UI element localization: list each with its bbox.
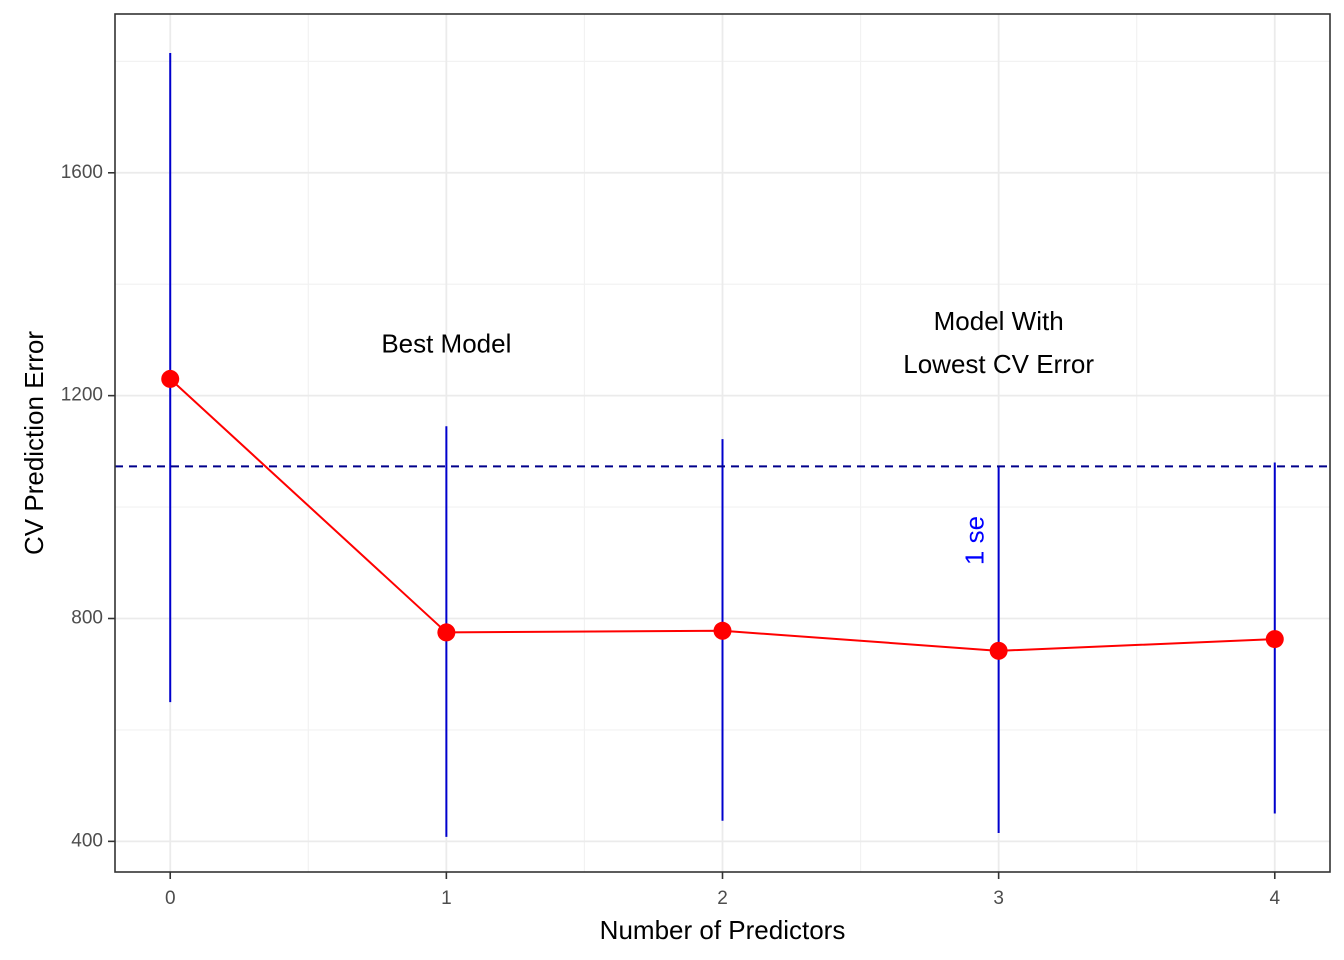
data-point-3 bbox=[989, 641, 1008, 660]
y-axis-ticks: 400 800 1200 1600 bbox=[61, 162, 115, 851]
annotations: Best Model Model With Lowest CV Error 1 se bbox=[381, 306, 1094, 565]
annotation-3: 1 se bbox=[959, 516, 989, 565]
x-tick-label: 2 bbox=[717, 888, 728, 909]
y-tick-label: 1600 bbox=[61, 162, 103, 183]
annotation-2: Lowest CV Error bbox=[903, 349, 1094, 379]
y-axis-title: CV Prediction Error bbox=[19, 331, 49, 555]
annotation-1: Model With bbox=[934, 306, 1064, 336]
y-tick-label: 1200 bbox=[61, 385, 103, 406]
data-point-0 bbox=[161, 369, 180, 388]
data-points bbox=[161, 369, 1284, 660]
data-point-1 bbox=[437, 623, 456, 642]
data-point-2 bbox=[713, 621, 732, 640]
y-tick-label: 800 bbox=[71, 608, 103, 629]
y-tick-label: 400 bbox=[71, 830, 103, 851]
x-tick-label: 3 bbox=[993, 888, 1004, 909]
x-tick-label: 4 bbox=[1269, 888, 1280, 909]
x-axis-ticks: 0 1 2 3 4 bbox=[165, 872, 1280, 909]
data-point-4 bbox=[1265, 630, 1284, 649]
annotation-0: Best Model bbox=[381, 328, 511, 358]
x-tick-label: 1 bbox=[441, 888, 452, 909]
x-tick-label: 0 bbox=[165, 888, 176, 909]
x-axis-title: Number of Predictors bbox=[600, 915, 846, 945]
